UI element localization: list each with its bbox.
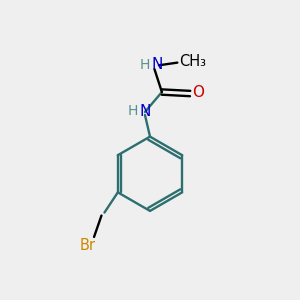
Text: Br: Br bbox=[80, 238, 95, 253]
Text: H: H bbox=[140, 58, 150, 72]
Text: N: N bbox=[152, 57, 163, 72]
Text: H: H bbox=[128, 104, 138, 118]
Text: O: O bbox=[192, 85, 204, 100]
Text: CH₃: CH₃ bbox=[179, 54, 206, 69]
Text: N: N bbox=[140, 103, 151, 118]
